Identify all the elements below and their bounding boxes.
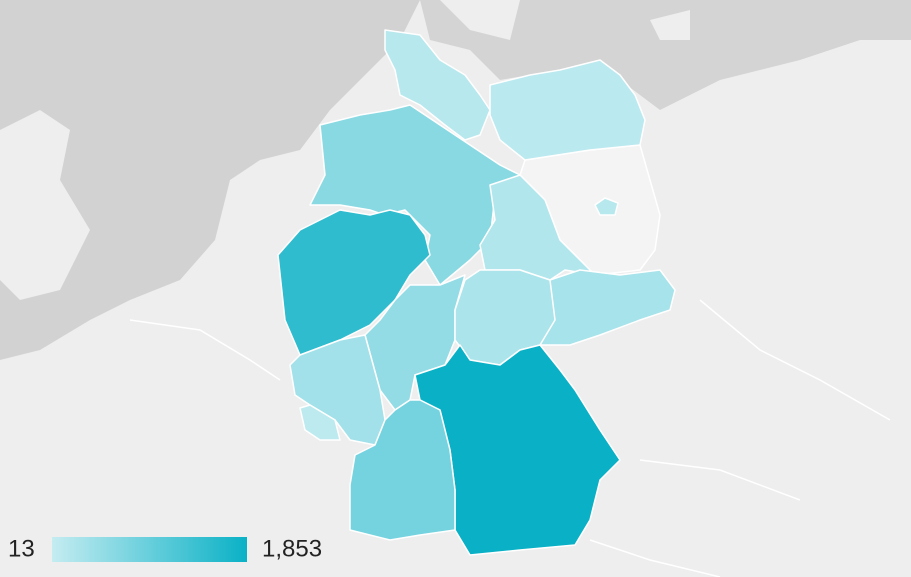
state (299, 404, 341, 441)
legend-min: 13 (8, 535, 35, 562)
country-border (129, 299, 891, 577)
state (384, 29, 491, 141)
legend-max: 1,853 (262, 535, 322, 562)
britain (0, 110, 90, 300)
state (489, 59, 646, 161)
state (479, 174, 596, 281)
state (539, 269, 676, 346)
islands (440, 0, 690, 40)
legend-gradient (52, 537, 247, 562)
state (309, 104, 521, 286)
state (594, 197, 619, 216)
state (349, 399, 456, 541)
sea (420, 0, 911, 110)
sea (0, 0, 420, 360)
